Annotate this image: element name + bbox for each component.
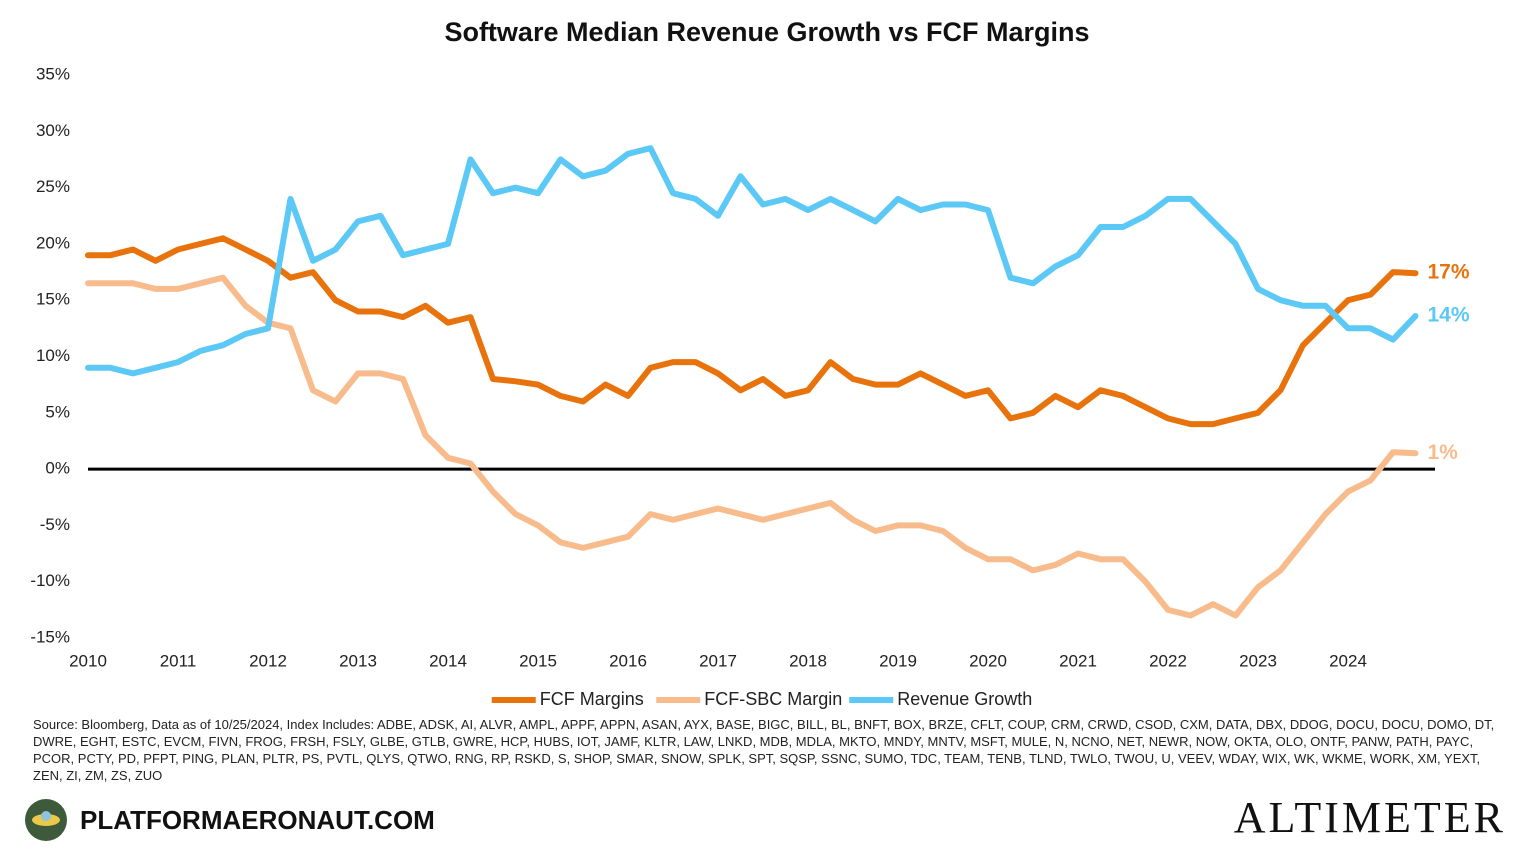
- x-tick-label: 2017: [699, 651, 737, 670]
- y-tick-label: -15%: [30, 627, 70, 646]
- end-label: 1%: [1428, 441, 1459, 464]
- source-note: Source: Bloomberg, Data as of 10/25/2024…: [33, 717, 1495, 783]
- y-tick-label: 15%: [36, 290, 70, 309]
- end-label: 17%: [1428, 261, 1470, 284]
- y-tick-label: 35%: [36, 64, 70, 83]
- brand: ALTIMETER: [1233, 793, 1506, 842]
- y-tick-label: 25%: [36, 177, 70, 196]
- y-tick-label: -10%: [30, 571, 70, 590]
- legend-label: FCF Margins: [540, 689, 644, 709]
- x-tick-label: 2015: [519, 651, 557, 670]
- x-tick-label: 2016: [609, 651, 647, 670]
- y-tick-label: -5%: [40, 515, 70, 534]
- y-tick-label: 20%: [36, 233, 70, 252]
- x-tick-label: 2010: [69, 651, 107, 670]
- x-tick-label: 2023: [1239, 651, 1277, 670]
- x-tick-label: 2014: [429, 651, 467, 670]
- chart: Software Median Revenue Growth vs FCF Ma…: [30, 17, 1470, 709]
- y-tick-label: 30%: [36, 121, 70, 140]
- x-tick-label: 2013: [339, 651, 377, 670]
- x-tick-label: 2021: [1059, 651, 1097, 670]
- chart-title: Software Median Revenue Growth vs FCF Ma…: [444, 17, 1089, 47]
- series-line: [85, 145, 1419, 377]
- x-tick-label: 2018: [789, 651, 827, 670]
- series-line: [85, 274, 1419, 619]
- y-tick-label: 0%: [45, 459, 70, 478]
- series-line: [85, 235, 1419, 428]
- x-tick-label: 2024: [1329, 651, 1367, 670]
- logo-icon: [25, 799, 67, 841]
- y-tick-label: 10%: [36, 346, 70, 365]
- x-tick-label: 2012: [249, 651, 287, 670]
- x-tick-label: 2022: [1149, 651, 1187, 670]
- y-tick-label: 5%: [45, 402, 70, 421]
- x-tick-label: 2011: [160, 651, 197, 670]
- legend-label: FCF-SBC Margin: [704, 689, 842, 709]
- end-label: 14%: [1428, 304, 1470, 327]
- x-tick-label: 2019: [879, 651, 917, 670]
- x-tick-label: 2020: [969, 651, 1007, 670]
- logo: PLATFORMAERONAUT.COM: [24, 798, 435, 842]
- legend-label: Revenue Growth: [897, 689, 1032, 709]
- logo-text: PLATFORMAERONAUT.COM: [80, 804, 435, 835]
